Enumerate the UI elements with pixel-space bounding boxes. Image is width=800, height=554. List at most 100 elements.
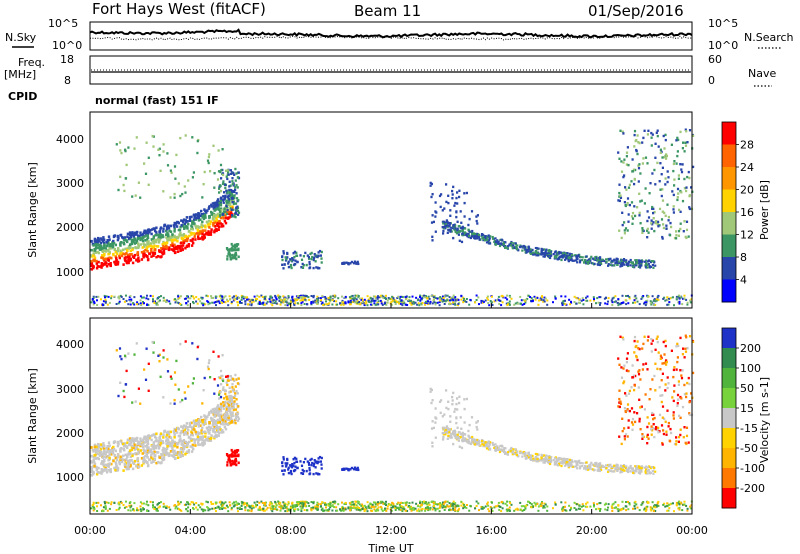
scatter-cell [230,378,233,381]
scatter-cell [310,463,313,467]
scatter-cell [607,264,610,267]
scatter-cell [291,300,294,303]
scatter-cell [628,297,631,300]
scatter-cell [232,390,235,393]
scatter-cell [127,452,130,456]
scatter-cell [233,196,236,200]
scatter-cell [188,218,192,221]
scatter-cell [560,254,563,258]
scatter-cell [139,299,142,302]
scatter-cell [213,507,216,510]
scatter-cell [368,301,371,303]
scatter-cell [399,300,402,303]
scatter-cell [179,242,183,245]
noise-right-tick-top: 10^5 [708,17,738,30]
scatter-cell [197,237,200,241]
scatter-cell [430,295,433,297]
scatter-cell [205,437,208,441]
power-yticks: 1000 2000 3000 4000 [56,133,84,279]
scatter-cell [104,296,106,299]
scatter-cell [134,439,137,442]
scatter-cell [115,349,118,352]
scatter-cell [302,299,305,302]
scatter-cell [519,295,522,298]
scatter-cell [152,433,155,436]
scatter-cell [180,430,183,433]
scatter-cell [406,510,409,512]
scatter-cell [439,299,442,302]
scatter-cell [526,248,529,251]
scatter-cell [376,296,379,299]
scatter-cell [441,300,444,303]
scatter-cell [678,208,681,212]
scatter-cell [502,243,505,246]
scatter-cell [235,449,239,452]
scatter-cell [192,218,196,222]
scatter-cell [414,301,417,304]
scatter-cell [225,201,228,205]
scatter-cell [112,241,116,245]
scatter-cell [118,347,122,350]
scatter-cell [125,261,129,265]
scatter-cell [386,507,389,510]
scatter-cell [404,298,407,301]
scatter-cell [440,297,443,300]
scatter-cell [442,222,445,225]
scatter-cell [405,295,408,298]
scatter-cell [665,153,668,156]
scatter-cell [677,174,680,177]
scatter-cell [174,301,177,304]
scatter-cell [176,427,180,430]
scatter-cell [495,299,498,302]
scatter-cell [156,509,159,512]
scatter-cell [244,300,247,303]
scatter-cell [653,229,656,233]
scatter-cell [227,210,230,214]
scatter-cell [447,299,450,302]
scatter-cell [664,505,667,508]
scatter-cell [447,505,450,508]
scatter-cell [450,299,453,302]
scatter-cell [189,239,192,242]
scatter-cell [136,436,139,440]
scatter-cell [232,208,235,211]
scatter-cell [677,229,681,233]
scatter-cell [137,387,140,390]
scatter-cell [103,252,106,256]
scatter-cell [179,342,182,346]
scatter-cell [487,302,490,305]
scatter-cell [183,185,186,188]
scatter-cell [231,403,234,406]
scatter-cell [193,441,196,444]
scatter-cell [237,255,240,259]
scatter-cell [530,297,533,300]
scatter-cell [227,379,230,382]
scatter-cell [444,227,447,230]
scatter-cell [235,192,238,195]
scatter-cell [213,414,217,418]
scatter-cell [645,508,648,511]
scatter-cell [443,207,446,210]
scatter-cell [684,141,687,144]
scatter-cell [487,298,490,301]
scatter-cell [204,509,207,512]
scatter-cell [251,299,254,302]
scatter-cell [185,216,189,219]
scatter-cell [564,295,567,298]
scatter-cell [444,223,447,226]
scatter-cell [186,433,189,436]
scatter-cell [266,506,269,509]
scatter-cell [226,418,229,422]
scatter-cell [145,347,148,350]
scatter-cell [534,250,538,253]
scatter-cell [216,405,219,409]
scatter-cell [342,301,345,304]
scatter-cell [246,504,248,507]
scatter-cell [117,188,120,192]
scatter-cell [169,508,172,511]
scatter-cell [468,303,471,306]
scatter-cell [583,261,586,264]
scatter-cell [226,212,229,216]
scatter-cell [204,233,207,236]
scatter-cell [99,237,103,240]
